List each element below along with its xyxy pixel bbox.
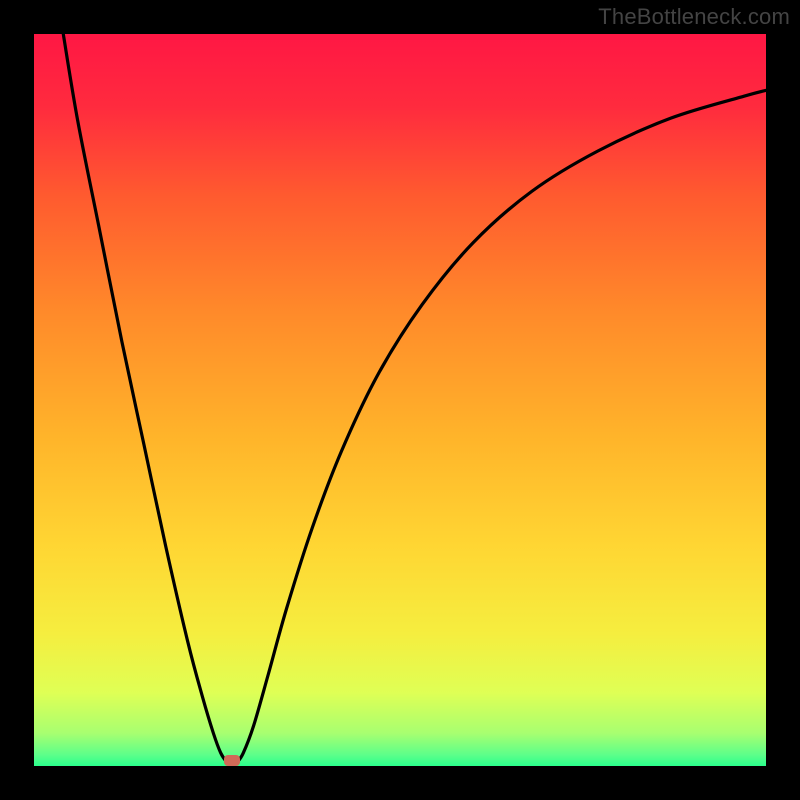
- trough-marker: [224, 755, 240, 766]
- plot-area: [34, 34, 766, 766]
- watermark-text: TheBottleneck.com: [598, 4, 790, 30]
- bottleneck-curve: [34, 34, 766, 766]
- chart-frame: TheBottleneck.com: [0, 0, 800, 800]
